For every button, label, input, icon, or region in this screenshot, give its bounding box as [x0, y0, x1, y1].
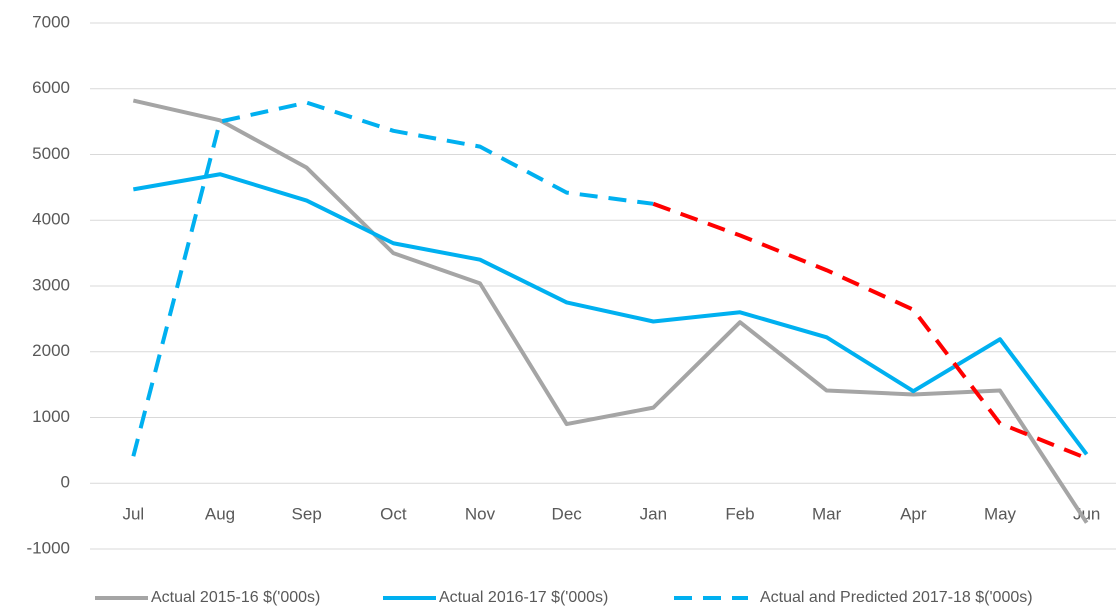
y-tick-label: -1000 — [27, 538, 70, 557]
x-tick-label: Feb — [725, 505, 754, 524]
x-tick-label: May — [984, 505, 1017, 524]
series-line — [652, 201, 1088, 461]
series-line — [132, 172, 1089, 456]
x-tick-label: Sep — [292, 505, 322, 524]
x-tick-label: Apr — [900, 505, 927, 524]
y-tick-label: 7000 — [32, 12, 70, 31]
y-tick-label: 2000 — [32, 341, 70, 360]
y-tick-label: 4000 — [32, 210, 70, 229]
y-tick-label: 0 — [61, 473, 70, 492]
y-tick-label: 6000 — [32, 78, 70, 97]
x-tick-label: Dec — [552, 505, 583, 524]
legend-label: Actual 2015-16 $('000s) — [151, 589, 320, 606]
series-line — [132, 98, 1089, 524]
x-tick-label: Jul — [122, 505, 144, 524]
x-tick-label: Jan — [640, 505, 667, 524]
legend-label: Actual and Predicted 2017-18 $('000s) — [760, 589, 1033, 606]
legend-label: Actual 2016-17 $('000s) — [439, 589, 608, 606]
x-tick-label: Aug — [205, 505, 235, 524]
series-line — [131, 100, 654, 457]
x-tick-label: Mar — [812, 505, 842, 524]
y-tick-label: 5000 — [32, 144, 70, 163]
x-tick-label: Oct — [380, 505, 407, 524]
y-tick-label: 3000 — [32, 275, 70, 294]
x-tick-label: Nov — [465, 505, 496, 524]
y-tick-label: 1000 — [32, 407, 70, 426]
legend: Actual 2015-16 $('000s) Actual 2016-17 $(… — [95, 589, 1033, 606]
